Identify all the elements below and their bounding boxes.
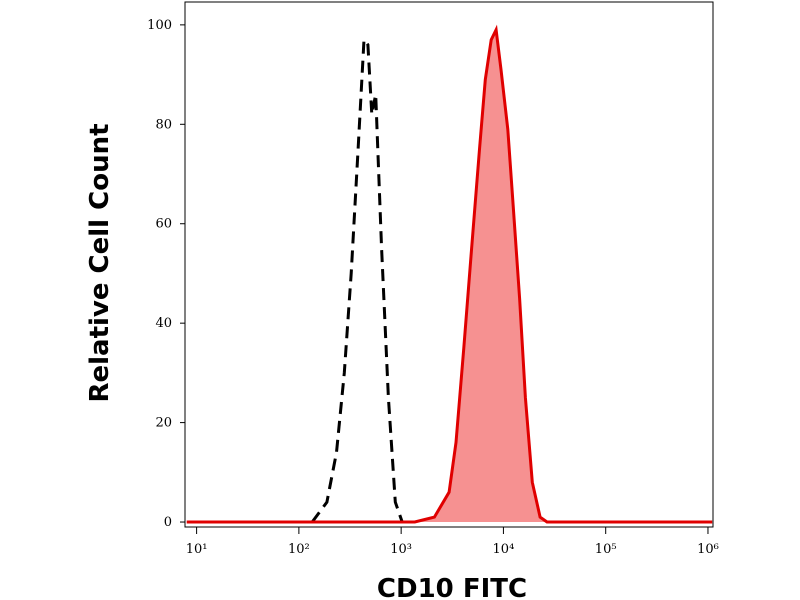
x-tick-label: 10²	[288, 542, 310, 557]
x-tick-label: 10⁵	[595, 542, 617, 557]
y-tick-label: 20	[155, 416, 172, 431]
y-tick-label: 100	[147, 18, 172, 33]
x-axis-title: CD10 FITC	[377, 574, 527, 600]
x-tick-label: 10³	[390, 542, 412, 557]
x-tick-label: 10¹	[186, 542, 208, 557]
y-tick-label: 0	[164, 515, 172, 530]
histogram-line	[186, 24, 713, 524]
y-axis-title: Relative Cell Count	[85, 123, 115, 402]
x-tick-label: 10⁶	[697, 542, 719, 557]
plot-frame	[184, 1, 714, 528]
y-tick-label: 60	[155, 217, 172, 232]
histogram-area	[186, 29, 713, 523]
y-tick-label: 40	[155, 316, 172, 331]
y-tick-label: 80	[155, 117, 172, 132]
histogram-line	[310, 35, 404, 523]
x-tick-label: 10⁴	[493, 542, 515, 557]
